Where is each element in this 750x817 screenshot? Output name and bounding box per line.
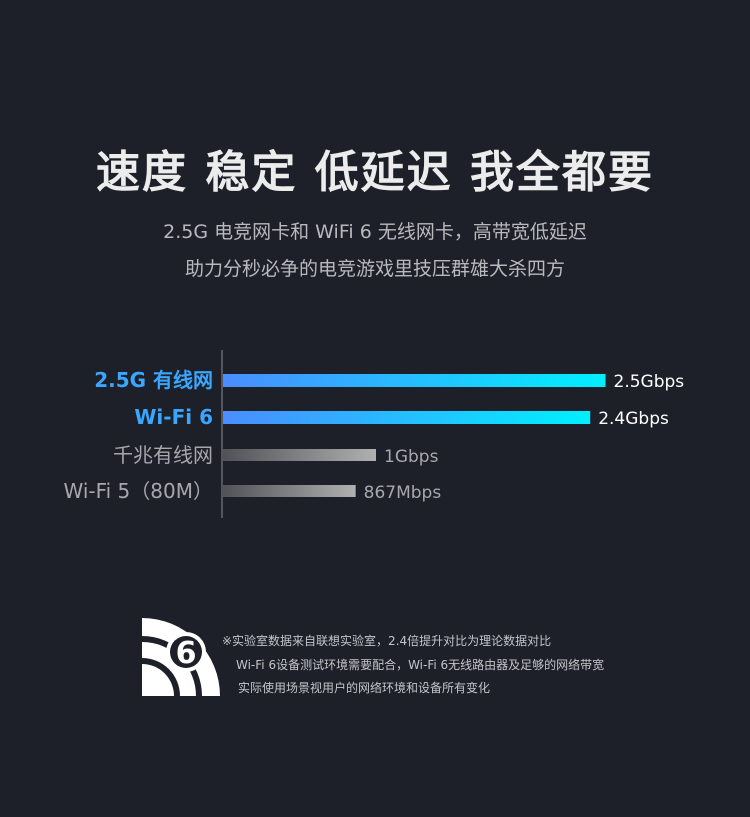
data-label: 2.4Gbps <box>598 409 669 429</box>
data-label: 1Gbps <box>384 447 439 467</box>
wifi-6-icon: 6 <box>142 618 220 696</box>
category-label: 千兆有线网 <box>113 443 213 467</box>
bar <box>223 374 606 387</box>
data-label: 2.5Gbps <box>614 372 685 392</box>
footnote-1: ※实验室数据来自联想实验室，2.4倍提升对比为理论数据对比 <box>222 634 552 648</box>
footnote-3: 实际使用场景视用户的网络环境和设备所有变化 <box>238 681 491 695</box>
bar <box>223 411 591 424</box>
footnote-2: Wi-Fi 6设备测试环境需要配合，Wi-Fi 6无线路由器及足够的网络带宽 <box>236 658 605 672</box>
bar <box>223 449 376 461</box>
svg-text:6: 6 <box>176 636 197 671</box>
subtitle-line-1: 2.5G 电竞网卡和 WiFi 6 无线网卡，高带宽低延迟 <box>163 221 587 243</box>
category-label: 2.5G 有线网 <box>94 368 213 392</box>
headline: 速度 稳定 低延迟 我全都要 <box>96 147 654 198</box>
data-label: 867Mbps <box>364 483 442 503</box>
speed-bar-chart: 2.5G 有线网 2.5Gbps Wi-Fi 6 2.4Gbps 千兆有线网 1Gbps W… <box>63 350 685 518</box>
category-label: Wi-Fi 5（80M） <box>63 479 213 503</box>
category-label: Wi-Fi 6 <box>134 405 213 429</box>
bar <box>223 485 356 497</box>
subtitle-line-2: 助力分秒必争的电竞游戏里技压群雄大杀四方 <box>184 258 565 280</box>
